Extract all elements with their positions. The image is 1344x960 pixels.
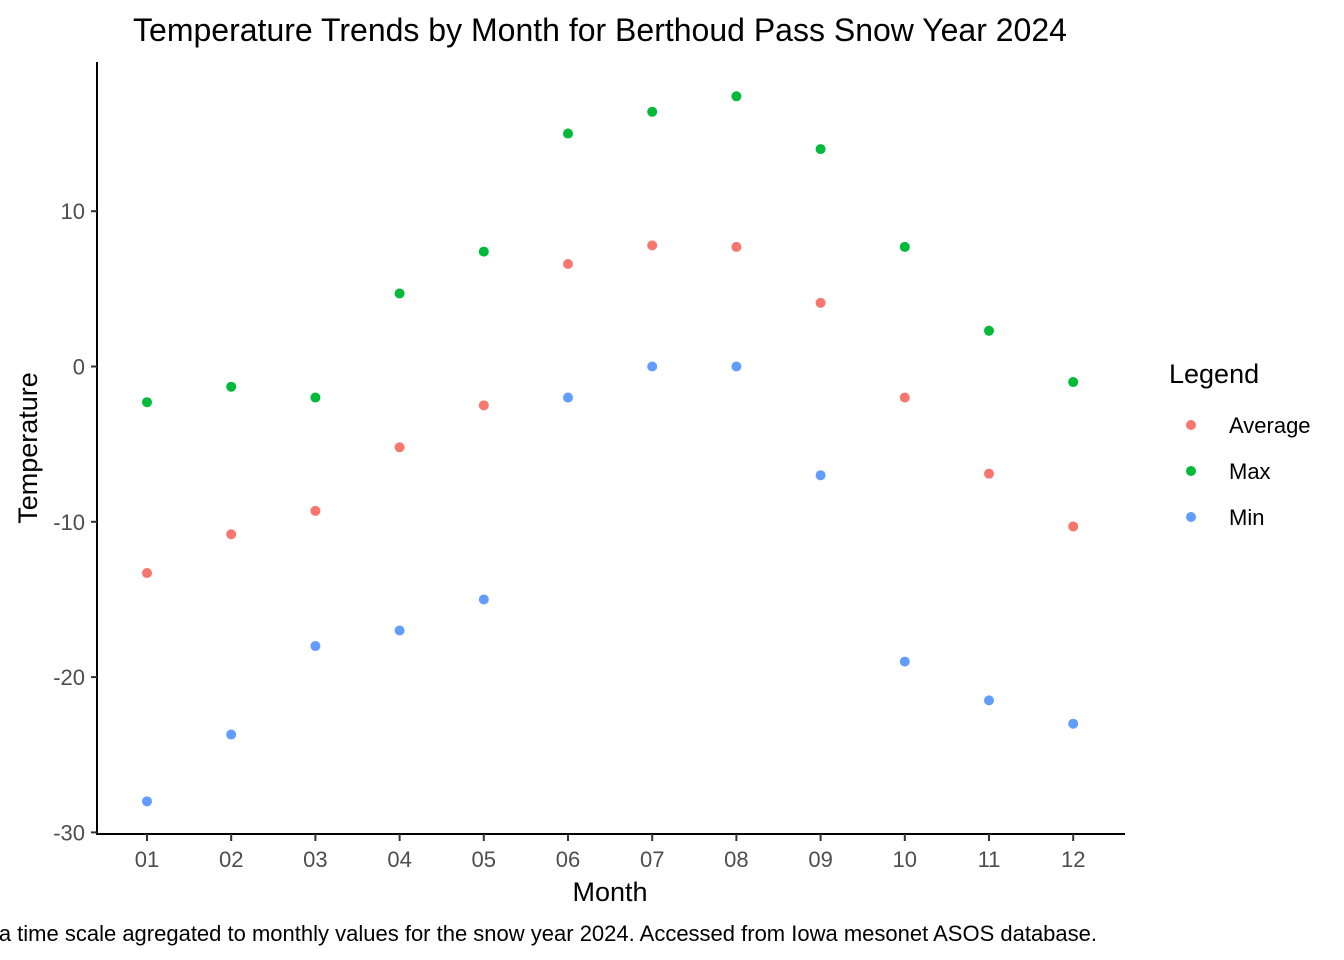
y-tick-label: 0 [73,355,85,380]
legend-key-max [1186,466,1196,476]
legend-title: Legend [1169,359,1259,389]
point-min-09 [815,470,826,481]
x-axis-title: Month [572,877,647,907]
point-min-10 [899,656,910,667]
x-tick-label: 06 [556,847,580,872]
point-average-10 [899,392,910,403]
point-min-12 [1068,718,1079,729]
point-max-05 [478,246,489,257]
plot-area: -30 -20 -10 0 10 01 02 03 04 05 06 07 08 09 10 11 12 [53,62,1125,872]
y-tick-label: -10 [53,510,85,535]
point-min-04 [394,625,405,636]
point-max-03 [310,392,321,403]
chart-title: Temperature Trends by Month for Berthoud… [133,12,1067,48]
point-max-09 [815,144,826,155]
point-min-01 [142,796,152,807]
point-average-08 [731,241,742,252]
point-average-06 [563,259,573,270]
point-min-08 [731,361,742,372]
x-tick-label: 08 [724,847,748,872]
y-tick-label: -20 [53,665,85,690]
legend: Legend Average Max Min [1169,359,1311,530]
y-tick-label: -30 [53,820,85,845]
x-tick-label: 09 [808,847,832,872]
x-tick-label: 12 [1061,847,1085,872]
point-max-10 [899,241,910,252]
x-tick-label: 11 [978,847,1001,872]
point-average-04 [394,442,405,453]
point-max-06 [563,128,573,139]
point-average-05 [478,400,489,411]
point-max-11 [984,325,994,336]
point-max-04 [394,288,405,299]
x-axis-ticks: 01 02 03 04 05 06 07 08 09 10 11 12 [135,834,1085,872]
legend-label-max: Max [1229,459,1271,484]
point-average-11 [984,468,994,479]
legend-label-min: Min [1229,505,1264,530]
point-max-01 [142,397,152,408]
point-max-08 [731,91,742,102]
point-min-06 [563,392,573,403]
x-tick-label: 05 [472,847,496,872]
point-min-11 [984,695,994,706]
point-max-07 [647,106,658,117]
y-tick-label: 10 [61,199,85,224]
point-average-02 [226,529,237,540]
point-average-01 [142,568,152,579]
y-axis-title: Temperature [13,372,43,524]
chart-caption: a time scale agregated to monthly values… [0,921,1097,946]
legend-key-average [1186,420,1196,430]
point-min-05 [478,594,489,605]
point-average-03 [310,505,321,516]
point-average-12 [1068,521,1079,532]
y-axis-ticks: -30 -20 -10 0 10 [53,199,97,845]
legend-label-average: Average [1229,413,1311,438]
point-min-03 [310,641,321,652]
x-tick-label: 10 [893,847,917,872]
x-tick-label: 07 [640,847,664,872]
point-average-09 [815,297,826,308]
point-average-07 [647,240,658,251]
x-tick-label: 03 [303,847,327,872]
point-max-12 [1068,377,1079,388]
x-tick-label: 01 [135,847,159,872]
point-min-07 [647,361,658,372]
data-points [142,91,1079,807]
point-max-02 [226,381,237,392]
legend-key-min [1186,512,1196,522]
point-min-02 [226,729,237,740]
x-tick-label: 04 [387,847,411,872]
x-tick-label: 02 [219,847,243,872]
